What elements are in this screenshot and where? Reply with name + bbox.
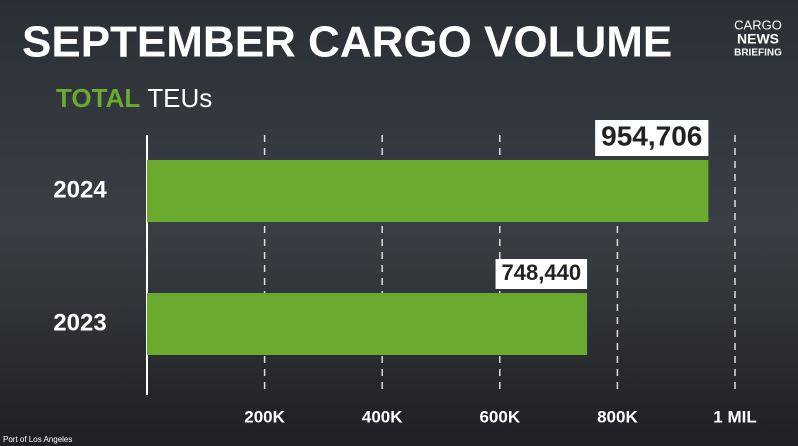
subtitle-highlight: TOTAL — [56, 83, 140, 113]
chart-title: SEPTEMBER CARGO VOLUME — [22, 18, 672, 67]
x-tick-label: 1 MIL — [713, 407, 756, 426]
x-tick-label: 600K — [479, 407, 520, 426]
subtitle: TOTAL TEUs — [56, 83, 212, 113]
bar — [147, 160, 709, 222]
source: Port of Los Angeles — [3, 435, 72, 444]
value-label-box — [495, 259, 588, 289]
brand-line: NEWS — [737, 31, 779, 47]
y-tick-label: 2024 — [53, 176, 107, 203]
value-label: 748,440 — [502, 260, 582, 285]
brand-logo: CARGO NEWS BRIEFING — [734, 17, 782, 58]
brand-line: BRIEFING — [734, 48, 782, 59]
x-tick-label: 200K — [244, 407, 285, 426]
y-tick-label: 2023 — [53, 309, 106, 336]
x-tick-label: 400K — [362, 407, 403, 426]
brand-line: CARGO — [734, 17, 782, 32]
x-tick-label: 800K — [597, 407, 638, 426]
bar — [147, 293, 588, 355]
value-label-box — [595, 120, 709, 156]
subtitle-text: TEUs — [147, 83, 212, 113]
value-label: 954,706 — [601, 120, 702, 151]
